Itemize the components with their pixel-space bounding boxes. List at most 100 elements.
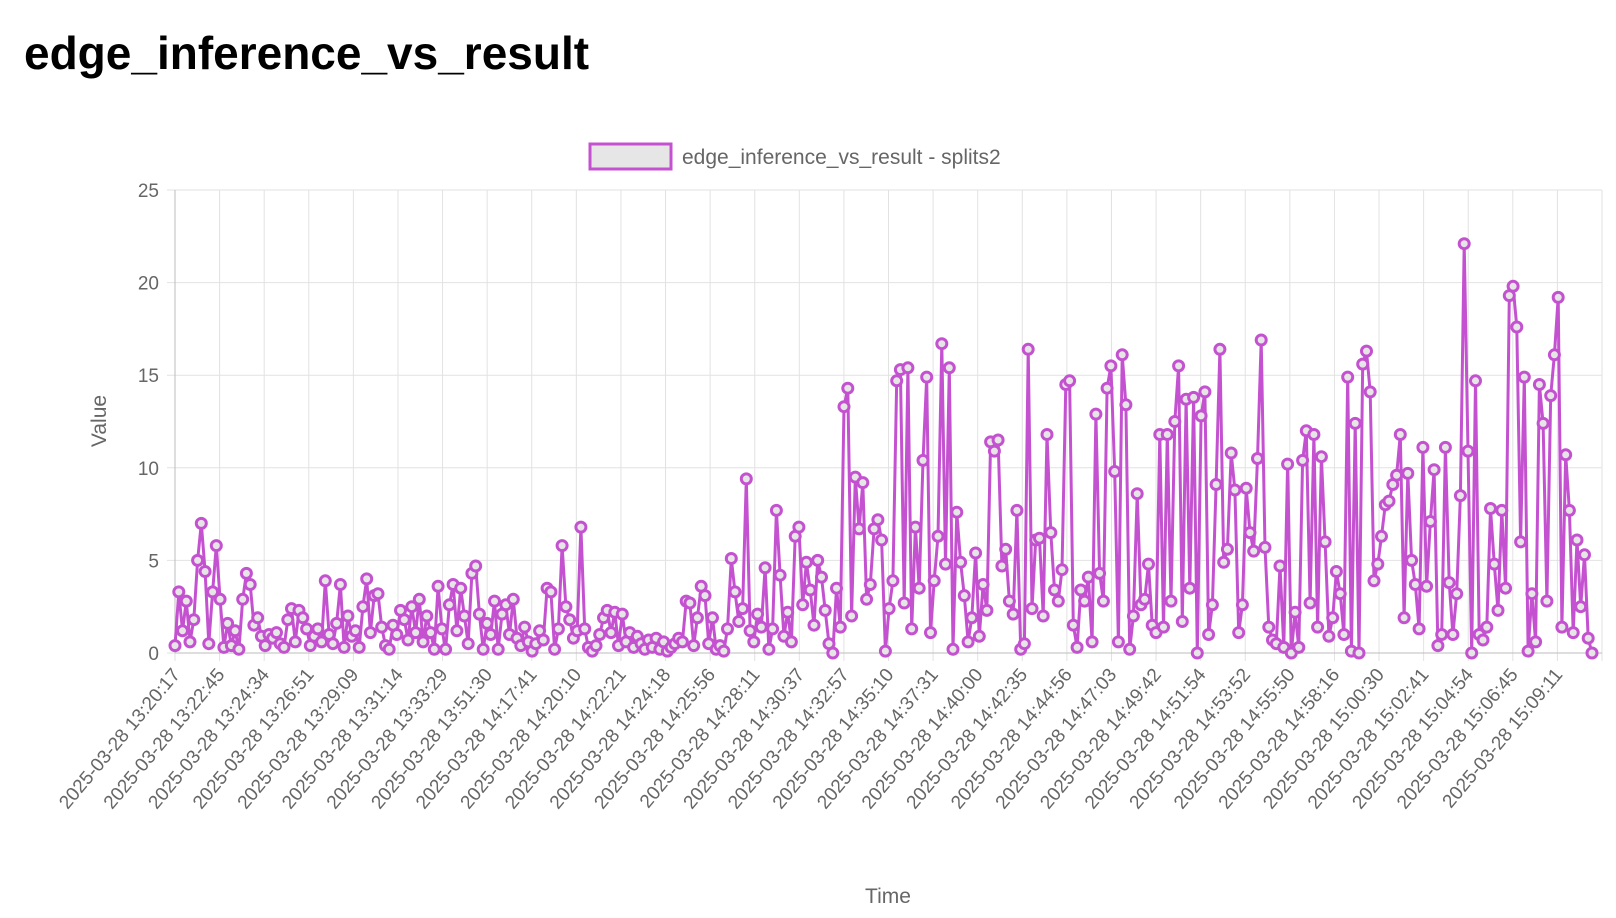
data-point[interactable] [1130, 487, 1144, 501]
data-point[interactable] [1333, 587, 1347, 601]
data-point[interactable] [457, 609, 471, 623]
data-point[interactable] [1205, 598, 1219, 612]
data-point[interactable] [281, 613, 295, 627]
legend-swatch[interactable] [588, 142, 673, 171]
data-point[interactable] [1209, 478, 1223, 491]
data-point[interactable] [1453, 489, 1467, 503]
data-point[interactable] [488, 594, 501, 608]
data-point[interactable] [837, 400, 851, 414]
data-point[interactable] [1314, 450, 1328, 464]
data-point[interactable] [916, 453, 930, 467]
data-point[interactable] [1555, 620, 1569, 634]
data-point[interactable] [852, 522, 866, 536]
data-point[interactable] [1491, 603, 1505, 617]
data-point[interactable] [382, 642, 396, 656]
data-point[interactable] [1322, 629, 1336, 643]
data-point[interactable] [326, 637, 340, 651]
data-point[interactable] [1044, 526, 1058, 540]
data-point[interactable] [209, 539, 223, 553]
data-point[interactable] [987, 444, 1001, 458]
data-point[interactable] [766, 622, 780, 636]
data-point[interactable] [833, 620, 847, 634]
data-point[interactable] [1465, 646, 1479, 660]
data-point[interactable] [1367, 574, 1381, 588]
data-point[interactable] [318, 574, 332, 588]
data-point[interactable] [1119, 398, 1133, 412]
data-point[interactable] [683, 596, 697, 610]
data-point[interactable] [773, 568, 787, 582]
data-point[interactable] [1247, 544, 1261, 558]
data-point[interactable] [1341, 370, 1355, 384]
data-point[interactable] [536, 633, 550, 647]
data-point[interactable] [1427, 463, 1441, 477]
data-point[interactable] [905, 622, 919, 636]
data-point[interactable] [995, 559, 1009, 573]
data-point[interactable] [1292, 640, 1306, 654]
data-point[interactable] [1559, 448, 1573, 462]
data-point[interactable] [1243, 526, 1257, 540]
data-point[interactable] [796, 598, 810, 612]
data-point[interactable] [563, 613, 577, 627]
data-point[interactable] [1183, 581, 1197, 595]
data-point[interactable] [1142, 557, 1155, 571]
data-point[interactable] [826, 646, 840, 660]
data-point[interactable] [1085, 635, 1099, 649]
data-point[interactable] [288, 635, 302, 649]
data-point[interactable] [939, 557, 952, 571]
data-point[interactable] [1093, 566, 1107, 580]
data-point[interactable] [1525, 587, 1539, 601]
data-point[interactable] [183, 635, 197, 649]
data-point[interactable] [258, 639, 272, 653]
data-point[interactable] [1138, 592, 1152, 606]
data-point[interactable] [1562, 503, 1576, 517]
data-point[interactable] [1036, 609, 1050, 623]
data-point[interactable] [1303, 596, 1317, 610]
data-point[interactable] [1194, 409, 1208, 423]
data-point[interactable] [1469, 374, 1482, 388]
data-point[interactable] [784, 635, 798, 649]
data-point[interactable] [198, 565, 212, 578]
data-point[interactable] [1089, 407, 1103, 421]
data-point[interactable] [1202, 628, 1216, 641]
data-point[interactable] [371, 587, 385, 601]
data-point[interactable] [172, 585, 186, 599]
data-point[interactable] [1254, 333, 1268, 347]
data-point[interactable] [1416, 440, 1430, 454]
data-point[interactable] [484, 628, 498, 641]
data-point[interactable] [1435, 628, 1449, 641]
data-point[interactable] [980, 603, 994, 617]
data-point[interactable] [360, 572, 374, 586]
data-point[interactable] [1487, 557, 1501, 571]
data-point[interactable] [690, 611, 704, 625]
data-point[interactable] [1423, 515, 1437, 528]
data-point[interactable] [1307, 428, 1321, 441]
data-point[interactable] [1329, 565, 1343, 578]
data-point[interactable] [1228, 483, 1242, 497]
data-point[interactable] [717, 644, 731, 658]
data-point[interactable] [176, 624, 189, 638]
data-point[interactable] [1393, 428, 1407, 441]
data-point[interactable] [555, 539, 569, 553]
data-point[interactable] [882, 602, 896, 616]
data-point[interactable] [1258, 540, 1272, 554]
data-point[interactable] [1311, 620, 1325, 634]
data-point[interactable] [1235, 598, 1249, 612]
data-point[interactable] [1213, 342, 1227, 356]
data-point[interactable] [454, 581, 468, 595]
data-point[interactable] [1581, 631, 1595, 645]
data-point[interactable] [506, 592, 520, 606]
data-point[interactable] [1401, 466, 1415, 480]
data-point[interactable] [397, 613, 411, 627]
data-point[interactable] [799, 555, 813, 569]
data-point[interactable] [341, 609, 355, 623]
data-point[interactable] [976, 578, 990, 591]
data-point[interactable] [728, 585, 742, 599]
data-point[interactable] [405, 600, 419, 614]
data-point[interactable] [751, 607, 765, 621]
data-point[interactable] [754, 620, 768, 634]
data-point[interactable] [1010, 503, 1024, 517]
data-point[interactable] [480, 616, 494, 630]
data-point[interactable] [589, 639, 603, 653]
data-point[interactable] [762, 642, 776, 656]
data-point[interactable] [1220, 542, 1234, 556]
